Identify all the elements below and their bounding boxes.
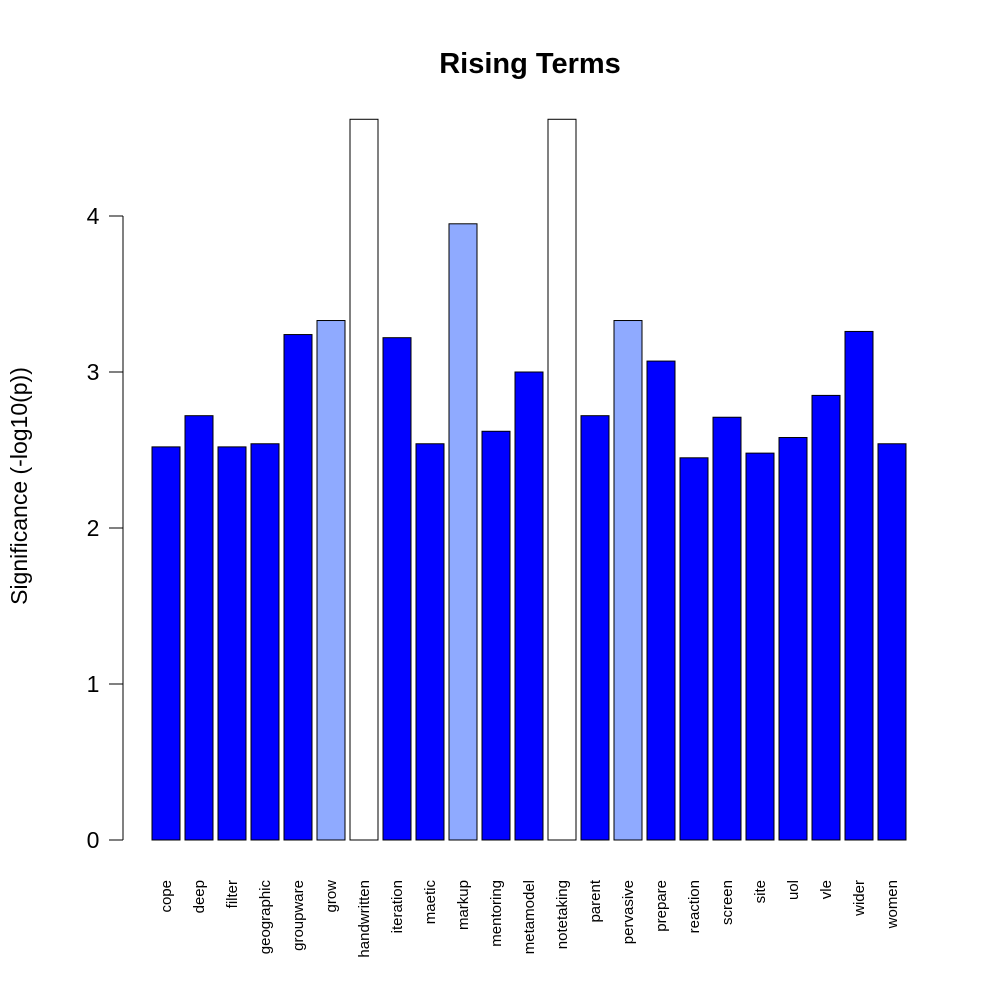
x-tick-label: uol bbox=[785, 880, 802, 900]
bar-prepare bbox=[646, 360, 676, 841]
y-tick-label: 3 bbox=[87, 359, 100, 385]
bar-uol bbox=[778, 437, 808, 841]
bar-screen bbox=[712, 416, 742, 841]
bar-notetaking bbox=[547, 118, 577, 841]
y-axis: 0 1 2 3 4 bbox=[87, 203, 124, 853]
y-tick-label: 2 bbox=[87, 515, 100, 541]
bar-wider bbox=[844, 330, 874, 841]
bar-geographic bbox=[250, 443, 280, 841]
x-tick-label: geographic bbox=[257, 880, 274, 955]
x-tick-label: grow bbox=[323, 880, 340, 913]
y-tick-label: 0 bbox=[87, 827, 100, 853]
x-tick-label: filter bbox=[224, 880, 241, 908]
x-tick-label: parent bbox=[587, 879, 604, 922]
bar-site bbox=[745, 452, 775, 841]
chart-title: Rising Terms bbox=[439, 48, 621, 80]
bar-mentoring bbox=[481, 430, 511, 841]
bar-filter bbox=[217, 446, 247, 841]
x-tick-label: cope bbox=[158, 880, 175, 913]
bars bbox=[151, 118, 907, 841]
bar-reaction bbox=[679, 457, 709, 841]
x-tick-label: screen bbox=[719, 880, 736, 925]
bar-parent bbox=[580, 415, 610, 841]
bar-markup bbox=[448, 223, 478, 841]
bar-grow bbox=[316, 320, 346, 841]
bar-metamodel bbox=[514, 371, 544, 841]
bar-maetic bbox=[415, 443, 445, 841]
x-tick-label: groupware bbox=[290, 880, 307, 951]
bar-deep bbox=[184, 415, 214, 841]
y-tick-label: 4 bbox=[87, 203, 100, 229]
bar-pervasive bbox=[613, 320, 643, 841]
bar-handwritten bbox=[349, 118, 379, 841]
x-tick-label: pervasive bbox=[620, 880, 637, 944]
y-tick-label: 1 bbox=[87, 671, 100, 697]
x-tick-label: handwritten bbox=[356, 880, 373, 958]
x-tick-label: reaction bbox=[686, 880, 703, 933]
x-tick-label: markup bbox=[455, 880, 472, 930]
x-tick-label: mentoring bbox=[488, 880, 505, 947]
x-tick-label: notetaking bbox=[554, 880, 571, 949]
bar-vle bbox=[811, 394, 841, 841]
x-tick-label: maetic bbox=[422, 880, 439, 925]
bar-cope bbox=[151, 446, 181, 841]
bar-women bbox=[877, 443, 907, 841]
x-tick-label: women bbox=[884, 880, 901, 929]
bar-iteration bbox=[382, 337, 412, 841]
x-axis-labels: cope deep filter geographic groupware grow han… bbox=[158, 879, 901, 957]
bar-groupware bbox=[283, 334, 313, 841]
x-tick-label: vle bbox=[818, 880, 835, 899]
x-tick-label: site bbox=[752, 880, 769, 903]
x-tick-label: iteration bbox=[389, 880, 406, 933]
x-tick-label: deep bbox=[191, 880, 208, 913]
y-axis-label: Significance (-log10(p)) bbox=[6, 367, 32, 605]
x-tick-label: prepare bbox=[653, 880, 670, 932]
x-tick-label: wider bbox=[851, 880, 868, 917]
x-tick-label: metamodel bbox=[521, 880, 538, 954]
